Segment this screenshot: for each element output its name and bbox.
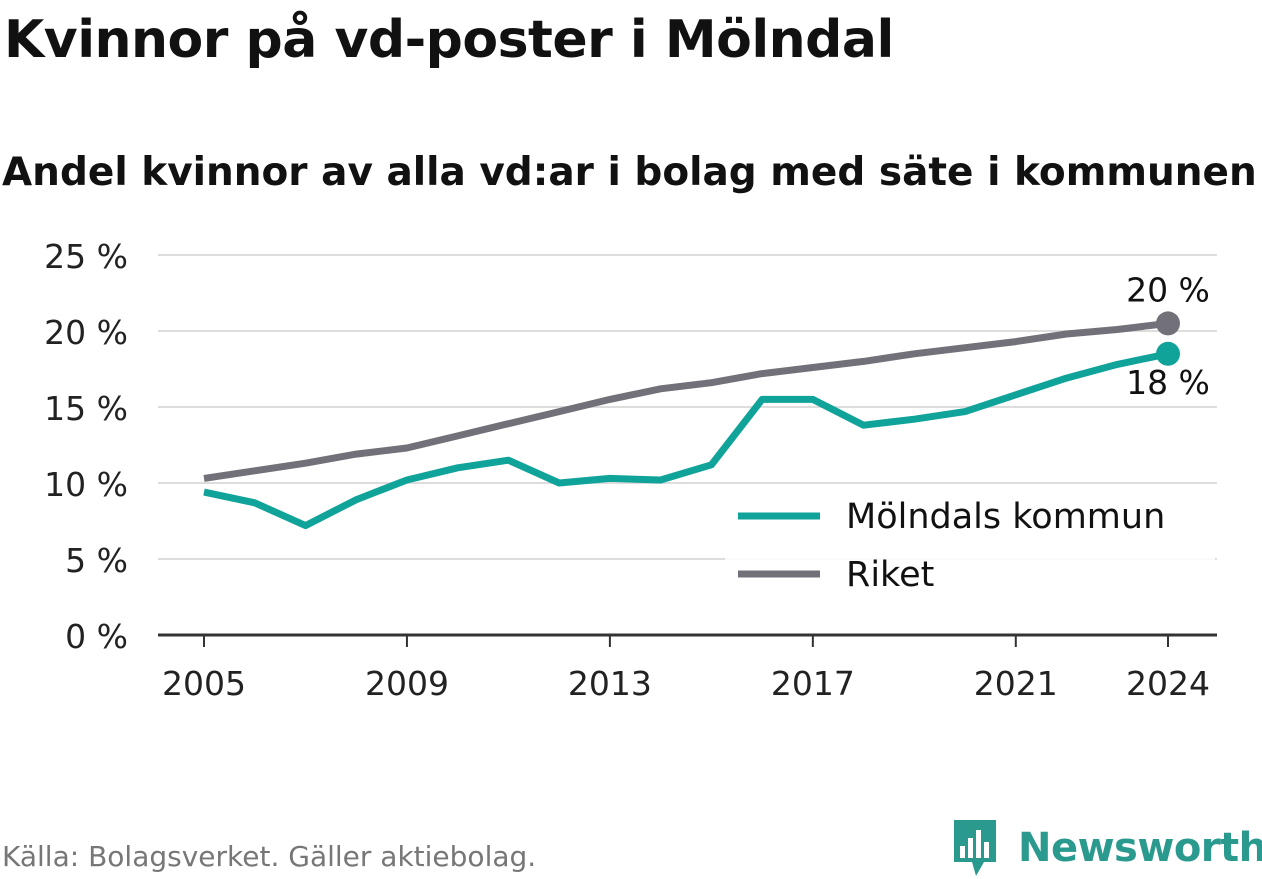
source-note: Källa: Bolagsverket. Gäller aktiebolag. xyxy=(2,840,537,873)
series-end-point xyxy=(1156,311,1180,336)
newsworthy-logo[interactable]: Newsworthy xyxy=(950,818,1262,878)
chart-title: Kvinnor på vd-poster i Mölndal xyxy=(4,10,894,70)
x-tick-label: 2009 xyxy=(365,664,449,703)
chart-subtitle: Andel kvinnor av alla vd:ar i bolag med … xyxy=(2,150,1257,195)
series-line-molndal xyxy=(203,350,1169,530)
series-line-riket xyxy=(203,319,1169,482)
y-tick-label: 25 % xyxy=(44,237,128,276)
chart-bars-icon xyxy=(954,820,996,876)
series-lines: 20 % 18 % xyxy=(203,270,1210,530)
y-tick-label: 20 % xyxy=(44,313,128,352)
brand-name: Newsworthy xyxy=(1018,825,1262,871)
x-tick-label: 2013 xyxy=(568,664,652,703)
end-value-label: 18 % xyxy=(1126,363,1210,402)
y-tick-label: 5 % xyxy=(65,541,128,580)
x-tick-label: 2024 xyxy=(1126,664,1210,703)
y-tick-label: 10 % xyxy=(44,465,128,504)
x-tick-label: 2021 xyxy=(974,664,1058,703)
grid-lines xyxy=(158,254,1217,637)
y-tick-label: 15 % xyxy=(44,389,128,428)
y-axis-ticks: 0 % 5 % 10 % 15 % 20 % 25 % xyxy=(44,237,128,656)
y-tick-label: 0 % xyxy=(65,617,128,656)
legend: Mölndals kommun Riket xyxy=(738,497,1165,595)
x-axis-ticks: 2005 2009 2013 2017 2021 2024 xyxy=(162,635,1210,703)
legend-label: Mölndals kommun xyxy=(846,497,1165,537)
legend-label: Riket xyxy=(846,555,934,595)
x-tick-label: 2017 xyxy=(771,664,855,703)
end-value-label: 20 % xyxy=(1126,270,1210,309)
series-end-point xyxy=(1156,341,1180,366)
x-tick-label: 2005 xyxy=(162,664,246,703)
